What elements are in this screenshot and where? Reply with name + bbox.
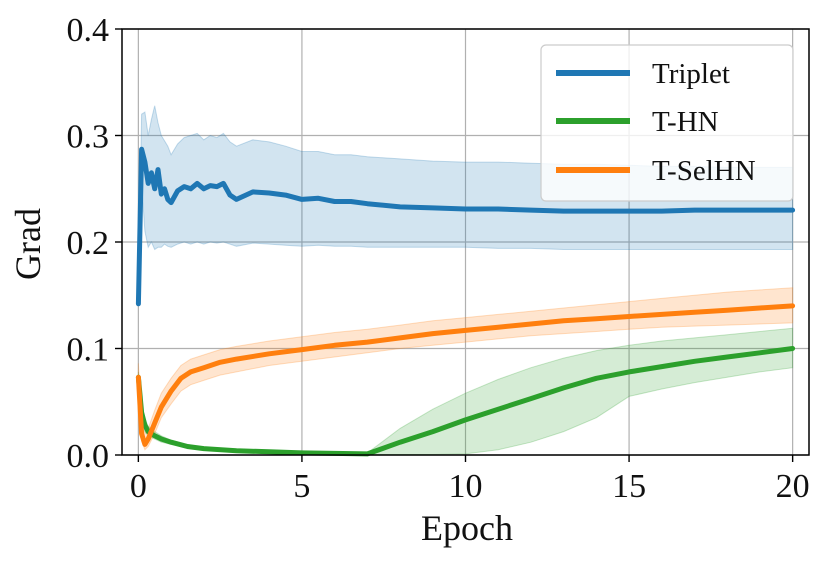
legend: Triplet T-HN T-SelHN [540,44,794,202]
y-tick-label: 0.1 [67,332,110,369]
series-line-t-selhn [135,303,796,447]
x-tick-label: 5 [293,468,310,505]
legend-label-t-hn: T-HN [652,106,719,138]
series-line-t-hn [135,346,796,457]
y-tick-label: 0.2 [67,225,110,262]
x-axis-title: Epoch [421,508,513,548]
axis-ticks: 0 5 10 15 20 0.0 0.1 0.2 0.3 0.4 [67,12,810,505]
y-tick-label: 0.4 [67,12,110,49]
x-tick-label: 10 [449,468,483,505]
legend-label-t-selhn: T-SelHN [652,155,756,187]
series-lines [135,146,796,457]
legend-box [540,44,794,202]
x-tick-label: 20 [776,468,810,505]
y-tick-label: 0.0 [67,438,110,475]
y-tick-label: 0.3 [67,119,110,156]
y-axis-title: Grad [8,208,48,280]
band-t-selhn [137,287,794,451]
series-line-triplet [135,146,796,307]
x-tick-label: 15 [612,468,646,505]
x-tick-label: 0 [130,468,147,505]
legend-label-triplet: Triplet [652,58,730,90]
